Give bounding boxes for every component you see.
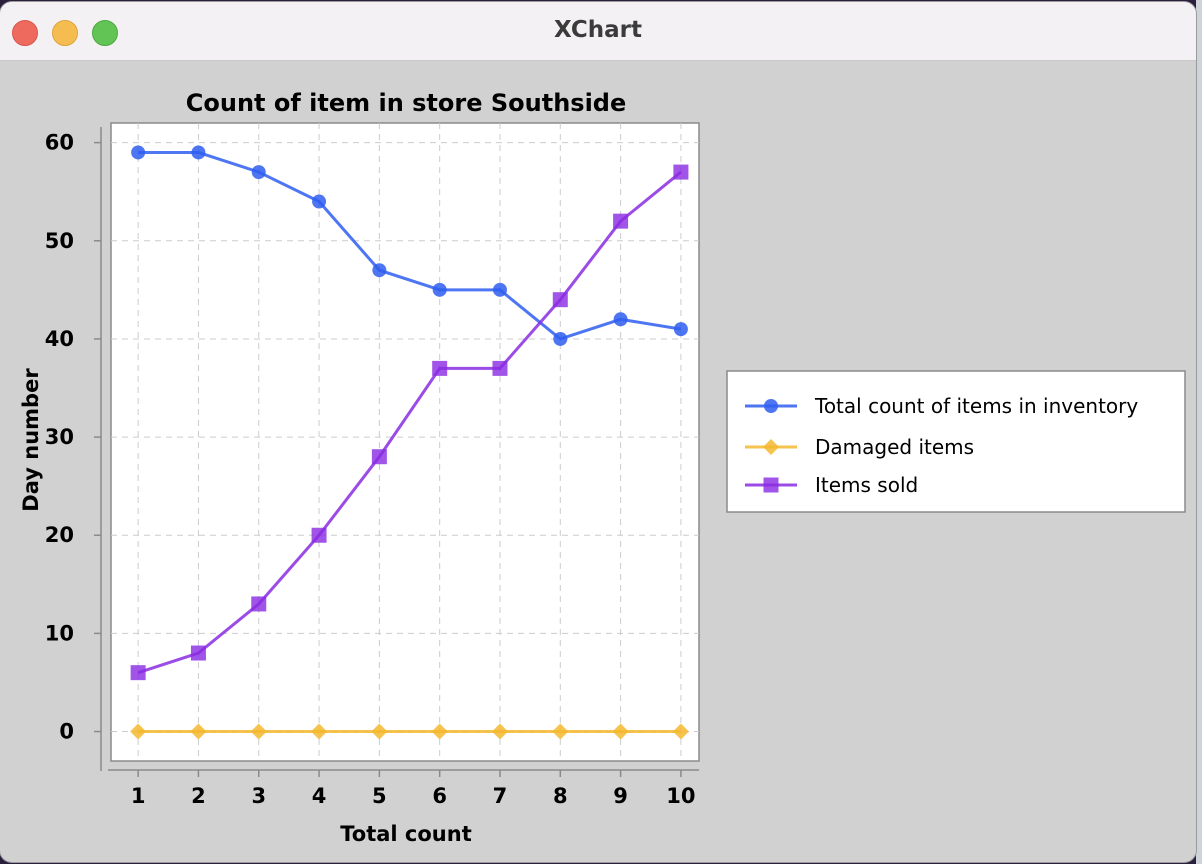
chart-title: Count of item in store Southside — [186, 89, 627, 117]
desktop-background — [1196, 0, 1202, 864]
y-tick-label: 60 — [45, 131, 74, 155]
data-point-sold — [190, 645, 206, 661]
data-point-damaged — [431, 723, 448, 740]
x-tick-label: 5 — [372, 784, 387, 808]
legend-items: Total count of items in inventory Damaged… — [745, 394, 1138, 497]
data-point-inventory — [312, 194, 327, 209]
y-tick-label: 50 — [45, 229, 74, 253]
series-line-inventory — [138, 150, 682, 341]
x-axis: 1 2 3 4 5 6 7 8 9 10 — [131, 770, 696, 808]
data-point-damaged — [672, 723, 689, 740]
legend-label: Damaged items — [815, 435, 974, 459]
series-group — [130, 145, 689, 740]
data-point-damaged — [552, 723, 569, 740]
window-title: XChart — [553, 17, 643, 43]
data-point-inventory — [673, 322, 688, 337]
y-tick-label: 30 — [45, 425, 74, 449]
data-point-sold — [613, 213, 629, 229]
data-point-damaged — [190, 723, 207, 740]
y-tick-label: 10 — [45, 621, 74, 645]
legend-label: Items sold — [815, 473, 918, 497]
minimize-button[interactable] — [52, 20, 78, 46]
data-point-sold — [432, 360, 448, 376]
x-tick-label: 10 — [666, 784, 695, 808]
data-point-damaged — [130, 723, 147, 740]
data-point-sold — [130, 665, 146, 681]
data-point-damaged — [371, 723, 388, 740]
data-point-sold — [311, 527, 327, 543]
data-point-inventory — [613, 312, 628, 327]
data-point-sold — [492, 360, 508, 376]
x-tick-label: 7 — [493, 784, 508, 808]
data-point-damaged — [311, 723, 328, 740]
data-point-inventory — [432, 282, 447, 297]
data-point-inventory — [372, 263, 387, 278]
legend-marker — [763, 477, 779, 493]
x-tick-label: 8 — [553, 784, 568, 808]
data-point-inventory — [251, 165, 266, 180]
data-point-inventory — [492, 282, 507, 297]
legend-item-inventory: Total count of items in inventory — [745, 394, 1138, 418]
data-point-damaged — [612, 723, 629, 740]
legend-marker — [764, 399, 778, 413]
legend-item-damaged: Damaged items — [745, 435, 974, 459]
close-button[interactable] — [12, 20, 38, 46]
legend-item-sold: Items sold — [745, 473, 918, 497]
series-inventory — [131, 145, 688, 346]
legend-marker — [763, 439, 779, 455]
data-point-sold — [673, 164, 689, 180]
x-tick-label: 6 — [432, 784, 447, 808]
data-point-inventory — [131, 145, 146, 160]
plot-area — [110, 122, 700, 762]
data-point-inventory — [553, 331, 568, 346]
data-point-sold — [251, 596, 267, 612]
legend-label: Total count of items in inventory — [814, 394, 1138, 418]
data-point-sold — [552, 292, 568, 308]
legend — [726, 370, 1186, 513]
x-tick-label: 1 — [131, 784, 146, 808]
data-point-damaged — [491, 723, 508, 740]
maximize-button[interactable] — [92, 20, 118, 46]
y-tick-label: 20 — [45, 523, 74, 547]
x-tick-label: 2 — [191, 784, 206, 808]
y-axis: 0 10 20 30 40 50 60 — [45, 131, 101, 744]
x-axis-title: Total count — [340, 822, 472, 846]
y-tick-label: 0 — [59, 720, 74, 744]
data-point-damaged — [250, 723, 267, 740]
x-tick-label: 4 — [312, 784, 327, 808]
series-sold — [130, 164, 689, 681]
y-axis-title: Day number — [19, 368, 43, 512]
y-tick-label: 40 — [45, 327, 74, 351]
data-point-sold — [371, 449, 387, 465]
titlebar[interactable]: XChart — [0, 2, 1196, 61]
series-line-sold — [137, 170, 682, 675]
data-point-inventory — [191, 145, 206, 160]
x-tick-label: 9 — [613, 784, 628, 808]
x-tick-label: 3 — [251, 784, 266, 808]
series-damaged — [130, 723, 689, 740]
